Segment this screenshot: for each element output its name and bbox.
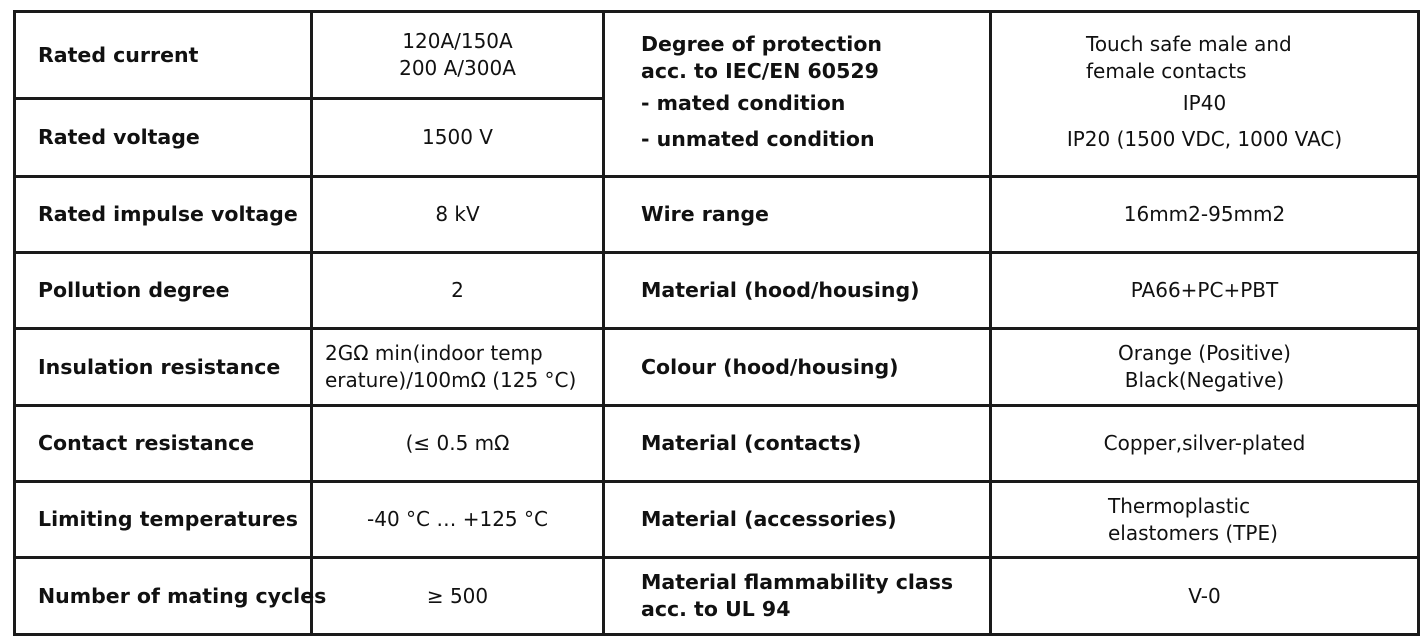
row-border-right-1	[602, 175, 1419, 178]
spec-label-line: acc. to UL 94	[641, 597, 791, 621]
row-border-left-6	[13, 480, 604, 483]
spec-value: (≤ 0.5 mΩ	[313, 407, 602, 480]
spec-value: -40 °C … +125 °C	[313, 483, 602, 556]
spec-label-line: Rated voltage	[38, 125, 200, 149]
spec-value-line: (≤ 0.5 mΩ	[405, 431, 510, 455]
row-border-right-0	[602, 10, 1419, 13]
spec-label: Material flammability class acc. to UL 94	[605, 559, 989, 633]
spec-value-line: 120A/150A	[402, 29, 513, 53]
protection-value-line: IP20 (1500 VDC, 1000 VAC)	[1066, 127, 1343, 151]
spec-label: Limiting temperatures	[16, 483, 310, 556]
spec-label-line: Material flammability class	[641, 570, 954, 594]
row-border-left-4	[13, 327, 604, 330]
row-border-left-8	[13, 633, 604, 636]
row-border-left-5	[13, 404, 604, 407]
spec-label: Insulation resistance	[16, 330, 310, 404]
spec-label: Rated impulse voltage	[16, 178, 310, 251]
spec-label-line: Limiting temperatures	[38, 507, 298, 531]
spec-value: ≥ 500	[313, 559, 602, 633]
spec-label: Rated voltage	[16, 100, 310, 175]
spec-value: PA66+PC+PBT	[992, 254, 1417, 327]
protection-label-line: Degree of protection	[641, 32, 883, 56]
spec-label-line: Number of mating cycles	[38, 583, 327, 608]
spec-value-line: 1500 V	[422, 125, 493, 149]
spec-label: Wire range	[605, 178, 989, 251]
spec-label-line: Material (accessories)	[641, 507, 897, 531]
spec-label: Material (accessories)	[605, 483, 989, 556]
spec-value: V-0	[992, 559, 1417, 633]
spec-value-line: 8 kV	[435, 202, 480, 226]
spec-label: Number of mating cycles	[16, 559, 327, 633]
column-border-2	[602, 10, 605, 636]
column-border-0	[13, 10, 16, 636]
spec-label-line: Material (hood/housing)	[641, 278, 920, 302]
spec-value-line: erature)/100mΩ (125 °C)	[325, 368, 577, 392]
spec-value-line: 2	[451, 278, 464, 302]
row-border-right-4	[602, 404, 1419, 407]
spec-value-line: -40 °C … +125 °C	[367, 507, 548, 531]
spec-label: Rated current	[16, 13, 310, 97]
spec-value: Orange (Positive) Black(Negative)	[992, 330, 1417, 404]
protection-value-line: female contacts	[1086, 59, 1247, 83]
spec-value: 8 kV	[313, 178, 602, 251]
protection-label: Degree of protection acc. to IEC/EN 60529…	[605, 13, 989, 175]
spec-value-line: ≥ 500	[426, 583, 489, 608]
spec-value: 1500 V	[313, 100, 602, 175]
row-border-right-6	[602, 556, 1419, 559]
spec-label-line: Contact resistance	[38, 431, 255, 455]
column-border-4	[1417, 10, 1420, 636]
spec-label-line: Wire range	[641, 202, 769, 226]
row-border-left-3	[13, 251, 604, 254]
spec-label-line: Pollution degree	[38, 278, 230, 302]
spec-value: 120A/150A 200 A/300A	[313, 13, 602, 97]
row-border-right-2	[602, 251, 1419, 254]
row-border-right-7	[602, 633, 1419, 636]
spec-value: 2	[313, 254, 602, 327]
spec-value-line: Black(Negative)	[1124, 368, 1285, 392]
spec-value: 16mm2-95mm2	[992, 178, 1417, 251]
spec-label-line: Rated current	[38, 42, 199, 67]
spec-label-line: Material (contacts)	[641, 431, 862, 455]
spec-value-line: 200 A/300A	[399, 56, 516, 80]
row-border-left-1	[13, 97, 604, 100]
row-border-left-2	[13, 175, 604, 178]
spec-label: Material (contacts)	[605, 407, 989, 480]
spec-label-line: Rated impulse voltage	[38, 202, 298, 226]
protection-value-line: Touch safe male and	[1086, 32, 1292, 56]
spec-value-line: Thermoplastic	[1108, 493, 1251, 518]
column-border-3	[989, 10, 992, 636]
protection-value-line: IP40	[1182, 91, 1227, 115]
spec-value-line: V-0	[1188, 583, 1221, 608]
spec-label: Contact resistance	[16, 407, 310, 480]
protection-label-line: - mated condition	[641, 91, 846, 115]
protection-label-line: - unmated condition	[641, 127, 875, 151]
spec-value-line: Copper,silver-plated	[1103, 431, 1306, 455]
column-border-1	[310, 10, 313, 636]
row-border-right-3	[602, 327, 1419, 330]
spec-value: 2GΩ min(indoor temp erature)/100mΩ (125 °…	[313, 330, 602, 404]
row-border-left-7	[13, 556, 604, 559]
spec-value-line: 2GΩ min(indoor temp	[325, 341, 543, 365]
spec-value-line: PA66+PC+PBT	[1130, 278, 1279, 302]
spec-label: Colour (hood/housing)	[605, 330, 989, 404]
spec-label-line: Insulation resistance	[38, 354, 281, 379]
spec-label: Material (hood/housing)	[605, 254, 989, 327]
spec-value: Copper,silver-plated	[992, 407, 1417, 480]
spec-value-line: elastomers (TPE)	[1108, 520, 1278, 545]
protection-label-line: acc. to IEC/EN 60529	[641, 59, 879, 83]
spec-value-line: 16mm2-95mm2	[1123, 202, 1286, 226]
spec-value-line: Orange (Positive)	[1118, 341, 1291, 365]
spec-label-line: Colour (hood/housing)	[641, 354, 899, 379]
spec-label: Pollution degree	[16, 254, 310, 327]
spec-value: Thermoplastic elastomers (TPE)	[992, 483, 1417, 556]
row-border-right-5	[602, 480, 1419, 483]
protection-value: Touch safe male and female contacts IP40 IP…	[992, 13, 1417, 175]
row-border-left-0	[13, 10, 604, 13]
